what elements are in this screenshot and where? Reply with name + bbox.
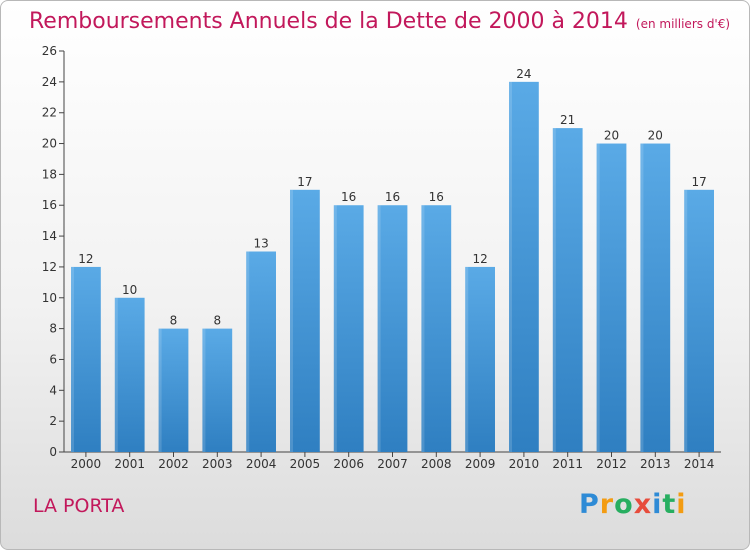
logo-letter: i — [676, 489, 687, 520]
x-tick-label: 2009 — [465, 457, 496, 471]
x-tick-label: 2007 — [377, 457, 408, 471]
bar-value-label: 16 — [385, 190, 400, 204]
bar — [377, 205, 408, 452]
y-tick-label: 16 — [42, 198, 57, 212]
bar-highlight — [114, 297, 118, 452]
bar — [290, 189, 320, 453]
bar-value-label: 16 — [341, 190, 356, 204]
bar-highlight — [202, 328, 206, 452]
bar-value-label: 8 — [213, 314, 221, 328]
commune-name: LA PORTA — [33, 495, 125, 517]
bar-value-label: 20 — [604, 129, 619, 143]
bar-value-label: 13 — [253, 237, 268, 251]
bar-highlight — [552, 128, 556, 452]
x-tick-label: 2004 — [246, 457, 277, 471]
logo-letter: o — [614, 489, 634, 520]
x-tick-label: 2010 — [509, 457, 540, 471]
x-tick-label: 2002 — [158, 457, 189, 471]
proxiti-logo: Proxiti — [579, 489, 687, 520]
bar — [333, 205, 364, 452]
bar-highlight — [71, 266, 75, 452]
bar — [640, 143, 671, 453]
bar-highlight — [421, 205, 425, 452]
y-tick-label: 18 — [42, 167, 57, 181]
bar-value-label: 20 — [648, 129, 663, 143]
bar-value-label: 24 — [516, 67, 531, 81]
bar-highlight — [246, 251, 250, 452]
bar — [552, 128, 583, 452]
y-tick-label: 6 — [49, 352, 57, 366]
y-tick-label: 10 — [42, 291, 57, 305]
y-tick-label: 24 — [42, 75, 57, 89]
chart-labels: 12 2000 10 2001 8 2002 8 2003 13 2004 17 2005 16 2006… — [71, 67, 715, 471]
y-tick-label: 4 — [49, 383, 57, 397]
logo-letter: r — [599, 489, 615, 520]
bar — [684, 189, 714, 453]
bar-highlight — [509, 81, 513, 452]
y-tick-label: 0 — [49, 445, 57, 459]
x-tick-label: 2001 — [114, 457, 145, 471]
x-tick-label: 2006 — [333, 457, 364, 471]
bar — [596, 143, 627, 453]
bar-value-label: 17 — [691, 175, 706, 189]
bar-value-label: 16 — [429, 190, 444, 204]
logo-letter: i — [652, 489, 663, 520]
x-tick-label: 2011 — [552, 457, 583, 471]
bar-value-label: 12 — [78, 252, 93, 266]
chart-unit: (en milliers d'€) — [635, 17, 731, 31]
bar — [71, 266, 101, 452]
x-tick-label: 2005 — [290, 457, 321, 471]
bar-highlight — [640, 143, 644, 453]
bar-value-label: 8 — [170, 314, 178, 328]
chart-title-text: Remboursements Annuels de la Dette de 20… — [29, 9, 628, 34]
bar-value-label: 12 — [472, 252, 487, 266]
bar — [509, 81, 539, 452]
x-tick-label: 2003 — [202, 457, 233, 471]
bar-value-label: 17 — [297, 175, 312, 189]
bar-highlight — [465, 266, 469, 452]
y-tick-label: 14 — [42, 229, 57, 243]
x-tick-label: 2013 — [640, 457, 671, 471]
bar-highlight — [596, 143, 600, 453]
logo-letter: t — [662, 489, 677, 520]
y-tick-label: 20 — [42, 137, 57, 151]
bar-highlight — [684, 189, 688, 453]
y-tick-label: 2 — [49, 414, 57, 428]
y-tick-label: 22 — [42, 106, 57, 120]
x-tick-label: 2000 — [71, 457, 102, 471]
bar-highlight — [377, 205, 381, 452]
chart-bars — [71, 81, 714, 453]
bar — [465, 266, 495, 452]
logo-letter: P — [579, 489, 600, 520]
bar — [202, 328, 233, 452]
y-tick-label: 12 — [42, 260, 57, 274]
chart-title: Remboursements Annuels de la Dette de 20… — [29, 9, 730, 34]
bar-value-label: 21 — [560, 113, 575, 127]
y-tick-label: 8 — [49, 322, 57, 336]
bar-highlight — [333, 205, 337, 452]
bar — [114, 297, 145, 452]
bar — [246, 251, 276, 452]
bar — [158, 328, 189, 452]
x-tick-label: 2014 — [684, 457, 715, 471]
bar-highlight — [158, 328, 162, 452]
bar-value-label: 10 — [122, 283, 137, 297]
x-tick-label: 2008 — [421, 457, 452, 471]
bar — [421, 205, 452, 452]
x-tick-label: 2012 — [596, 457, 627, 471]
y-tick-label: 26 — [42, 44, 57, 58]
logo-letter: x — [633, 489, 653, 520]
bar-highlight — [290, 189, 294, 453]
